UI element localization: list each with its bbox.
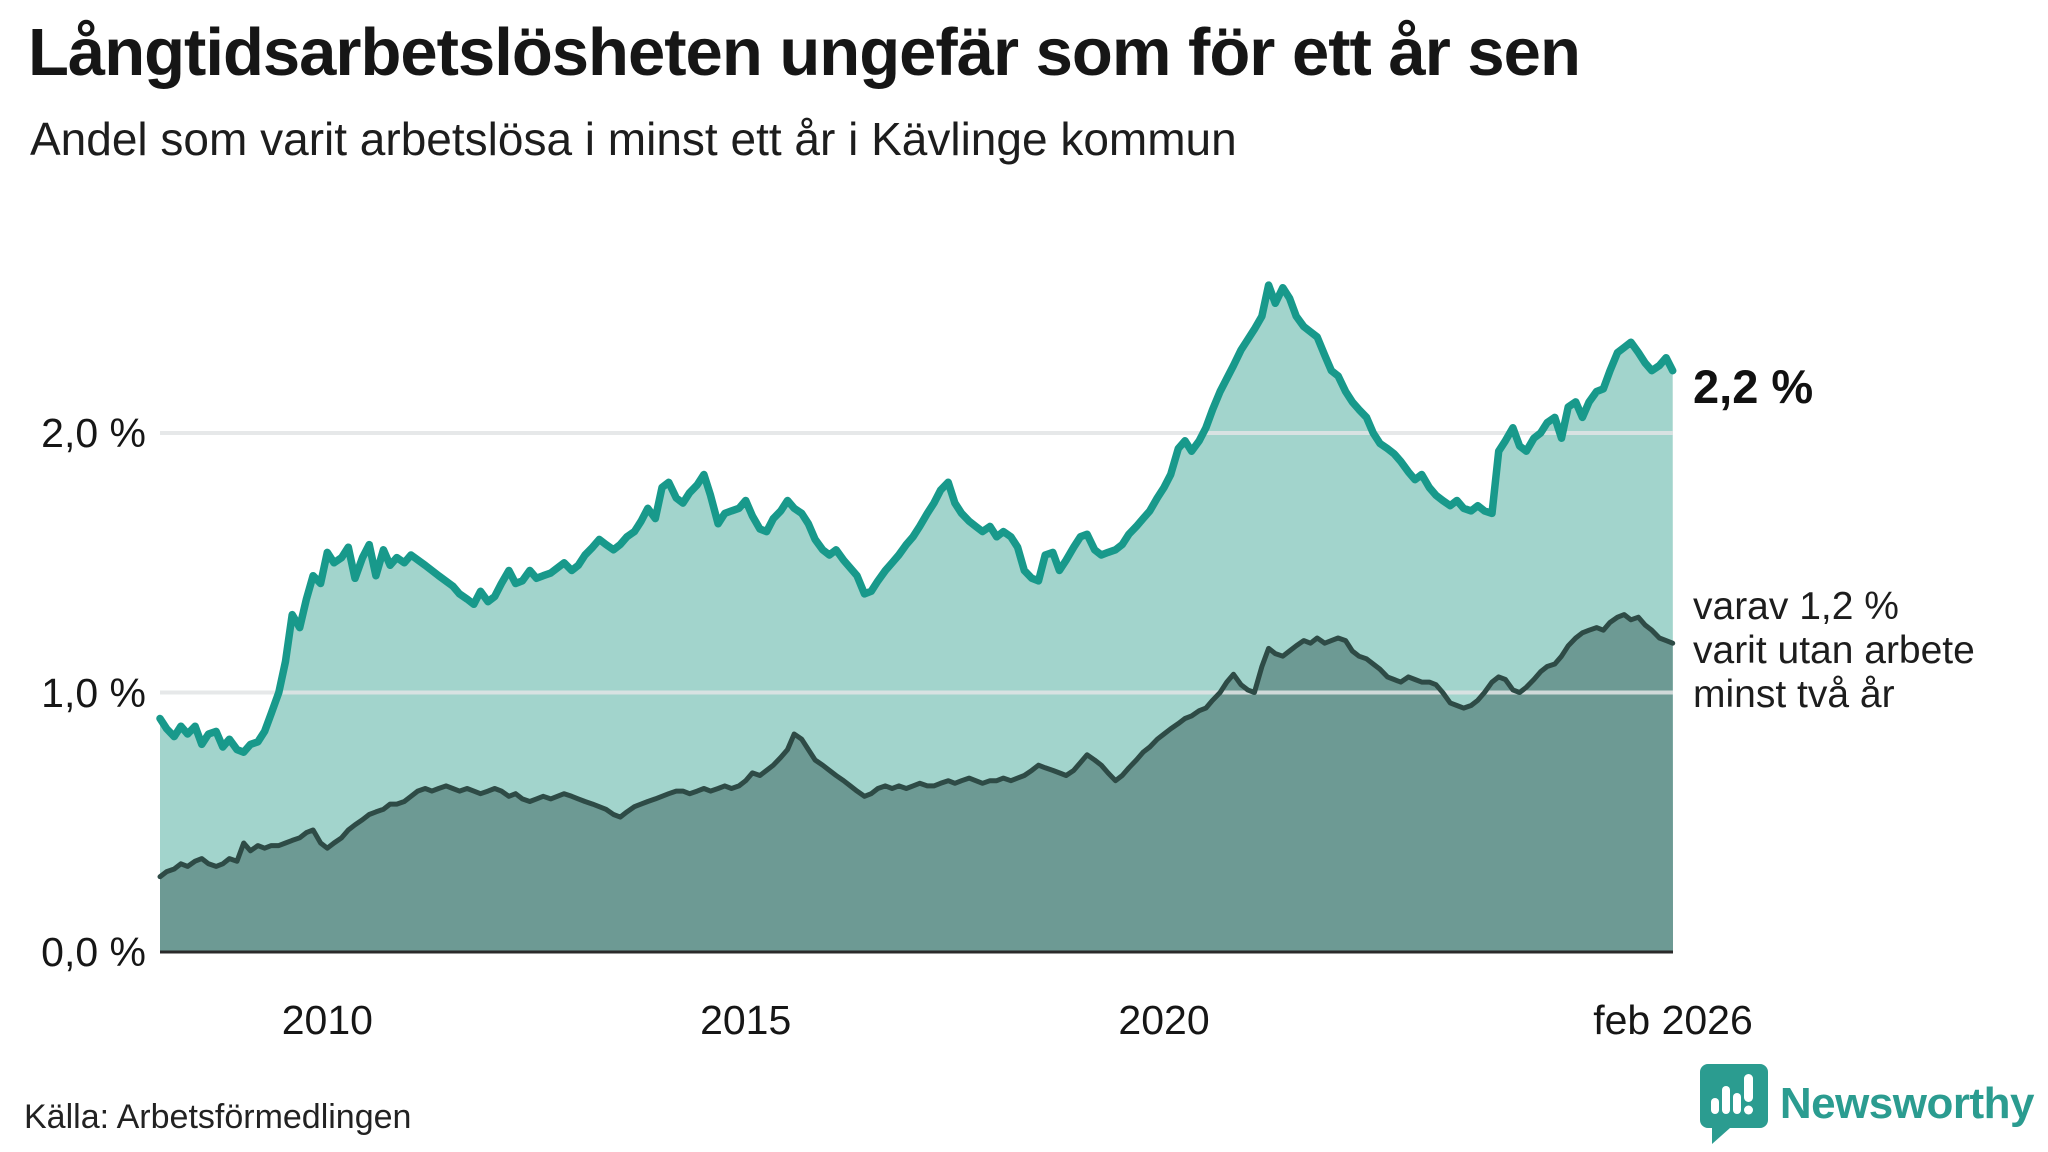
annotation-line: varit utan arbete: [1693, 629, 1975, 673]
newsworthy-icon: [1699, 1064, 1768, 1144]
x-tick-label: 2010: [281, 997, 373, 1043]
y-tick-label: 0,0 %: [41, 929, 146, 975]
series-subset-line: [157, 612, 1676, 880]
source-caption: Källa: Arbetsförmedlingen: [24, 1098, 412, 1136]
y-tick-label: 2,0 %: [41, 410, 146, 456]
x-tick-label: 2020: [1118, 997, 1210, 1043]
newsworthy-logo: Newsworthy: [1698, 1062, 2035, 1146]
y-tick-label: 1,0 %: [41, 669, 146, 716]
annotation-line: minst två år: [1693, 673, 1895, 717]
x-tick-label: feb 2026: [1593, 997, 1753, 1043]
chart-subtitle: Andel som varit arbetslösa i minst ett å…: [30, 113, 1237, 165]
end-value-annotation-subset: varav 1,2 % varit utan arbete minst två …: [1693, 585, 1975, 717]
series-subset-area: [160, 614, 1673, 952]
newsworthy-wordmark: Newsworthy: [1779, 1079, 2035, 1128]
chart-title: Långtidsarbetslösheten ungefär som för e…: [28, 15, 1581, 90]
annotation-line: varav 1,2 %: [1693, 585, 1899, 629]
end-value-label-total: 2,2 %: [1693, 359, 1814, 413]
series-total-line: [156, 281, 1677, 756]
x-tick-label: 2015: [700, 997, 792, 1043]
